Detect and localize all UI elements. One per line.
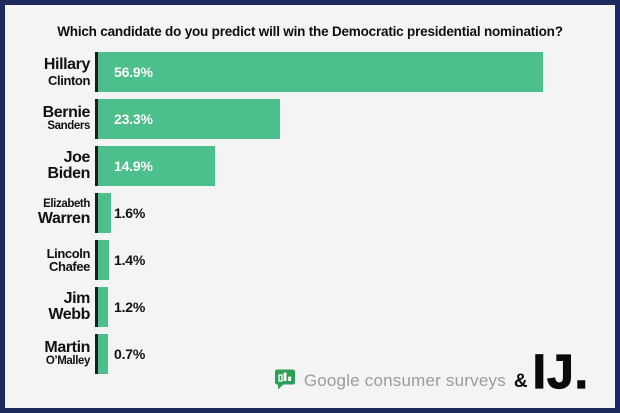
bar-track: 1.4% xyxy=(95,240,615,280)
bar-row-joe-biden: Joe Biden 14.9% xyxy=(5,146,615,186)
bar-value-label: 1.2% xyxy=(114,299,146,315)
category-label: Joe Biden xyxy=(5,146,95,186)
ij-logo: IJ. xyxy=(532,346,589,399)
bar-value-label: 1.6% xyxy=(114,205,146,221)
bar-chart: Hillary Clinton 56.9% Bernie Sanders 23.… xyxy=(5,52,615,374)
category-label: Bernie Sanders xyxy=(5,99,95,139)
category-label-line1: Hillary xyxy=(43,56,91,74)
bar-track: 23.3% xyxy=(95,99,615,139)
bar-row-jim-webb: Jim Webb 1.2% xyxy=(5,287,615,327)
bar-value-label: 0.7% xyxy=(114,346,146,362)
bar xyxy=(98,52,543,92)
bar-track: 1.2% xyxy=(95,287,615,327)
bar-track: 56.9% xyxy=(95,52,615,92)
category-label-line2: Clinton xyxy=(48,72,90,88)
category-label-line2: O’Malley xyxy=(45,355,91,368)
category-label-line1: Joe xyxy=(63,148,91,166)
bar-row-bernie-sanders: Bernie Sanders 23.3% xyxy=(5,99,615,139)
bar xyxy=(98,334,108,374)
category-label-line1: Bernie xyxy=(42,103,91,121)
bar-row-lincoln-chafee: Lincoln Chafee 1.4% xyxy=(5,240,615,280)
bar-row-hillary-clinton: Hillary Clinton 56.9% xyxy=(5,52,615,92)
bar xyxy=(98,240,109,280)
bar-value-label: 56.9% xyxy=(114,64,153,80)
category-label-line2: Warren xyxy=(37,209,91,227)
category-label: Jim Webb xyxy=(5,287,95,327)
bar-track: 14.9% xyxy=(95,146,615,186)
category-label: Elizabeth Warren xyxy=(5,193,95,233)
category-label-line2: Webb xyxy=(48,306,90,323)
attribution-footer: Google consumer surveys & IJ. xyxy=(274,346,589,399)
category-label-line2: Chafee xyxy=(49,259,90,274)
category-label: Lincoln Chafee xyxy=(5,240,95,280)
bar-value-label: 23.3% xyxy=(114,111,153,127)
category-label-line2: Biden xyxy=(47,165,91,182)
bar xyxy=(98,193,111,233)
category-label-line1: Elizabeth xyxy=(43,197,90,210)
bar-row-martin-omalley: Martin O’Malley 0.7% xyxy=(5,334,615,374)
bar xyxy=(98,99,281,139)
bar xyxy=(98,146,215,186)
category-label: Martin O’Malley xyxy=(5,334,95,374)
ampersand-text: & xyxy=(513,371,528,392)
category-label-line1: Martin xyxy=(44,338,90,356)
bar-row-elizabeth-warren: Elizabeth Warren 1.6% xyxy=(5,193,615,233)
category-label: Hillary Clinton xyxy=(5,52,95,92)
chart-title: Which candidate do you predict will win … xyxy=(57,24,563,39)
bar-value-label: 1.4% xyxy=(114,252,146,268)
survey-source-label: Google consumer surveys xyxy=(303,371,506,390)
bar-value-label: 14.9% xyxy=(114,158,153,174)
bar-track: 1.6% xyxy=(95,193,615,233)
bar-track: 0.7% xyxy=(95,334,615,374)
category-label-line1: Jim xyxy=(63,289,91,307)
bar xyxy=(98,287,108,327)
survey-bubble-chart-icon xyxy=(274,369,295,390)
category-label-line1: Lincoln xyxy=(46,245,91,261)
category-label-line2: Sanders xyxy=(47,120,90,133)
